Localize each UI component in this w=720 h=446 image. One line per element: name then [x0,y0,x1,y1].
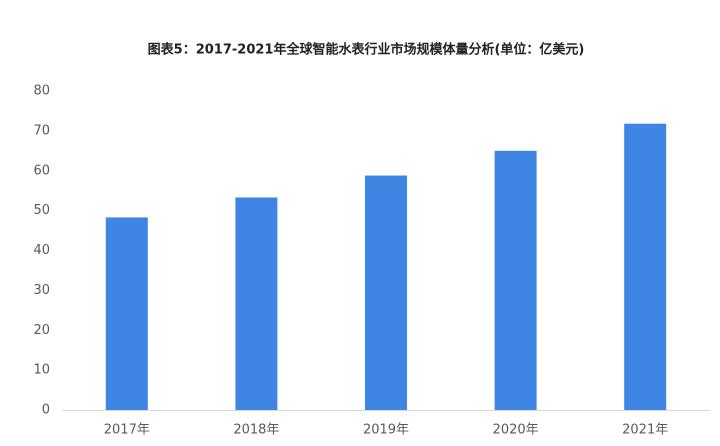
y-tick-label: 10 [33,363,50,378]
x-tick-label: 2018年 [233,423,279,438]
x-tick-label: 2017年 [104,423,150,438]
chart-title: 图表5：2017-2021年全球智能水表行业市场规模体量分析(单位：亿美元) [148,42,585,58]
x-tick-label: 2019年 [363,423,409,438]
y-tick-label: 50 [33,203,50,218]
y-tick-label: 0 [42,403,50,418]
y-tick-label: 40 [33,243,50,258]
bar [624,123,667,410]
bar [105,217,148,410]
bar [494,150,537,410]
y-tick-label: 30 [33,283,50,298]
y-tick-label: 20 [33,323,50,338]
x-tick-label: 2020年 [493,423,539,438]
x-tick-label: 2021年 [622,423,668,438]
bar [365,175,407,410]
y-tick-label: 70 [33,123,50,138]
y-tick-label: 80 [33,84,50,99]
y-tick-label: 60 [33,163,50,178]
bar [235,197,278,410]
